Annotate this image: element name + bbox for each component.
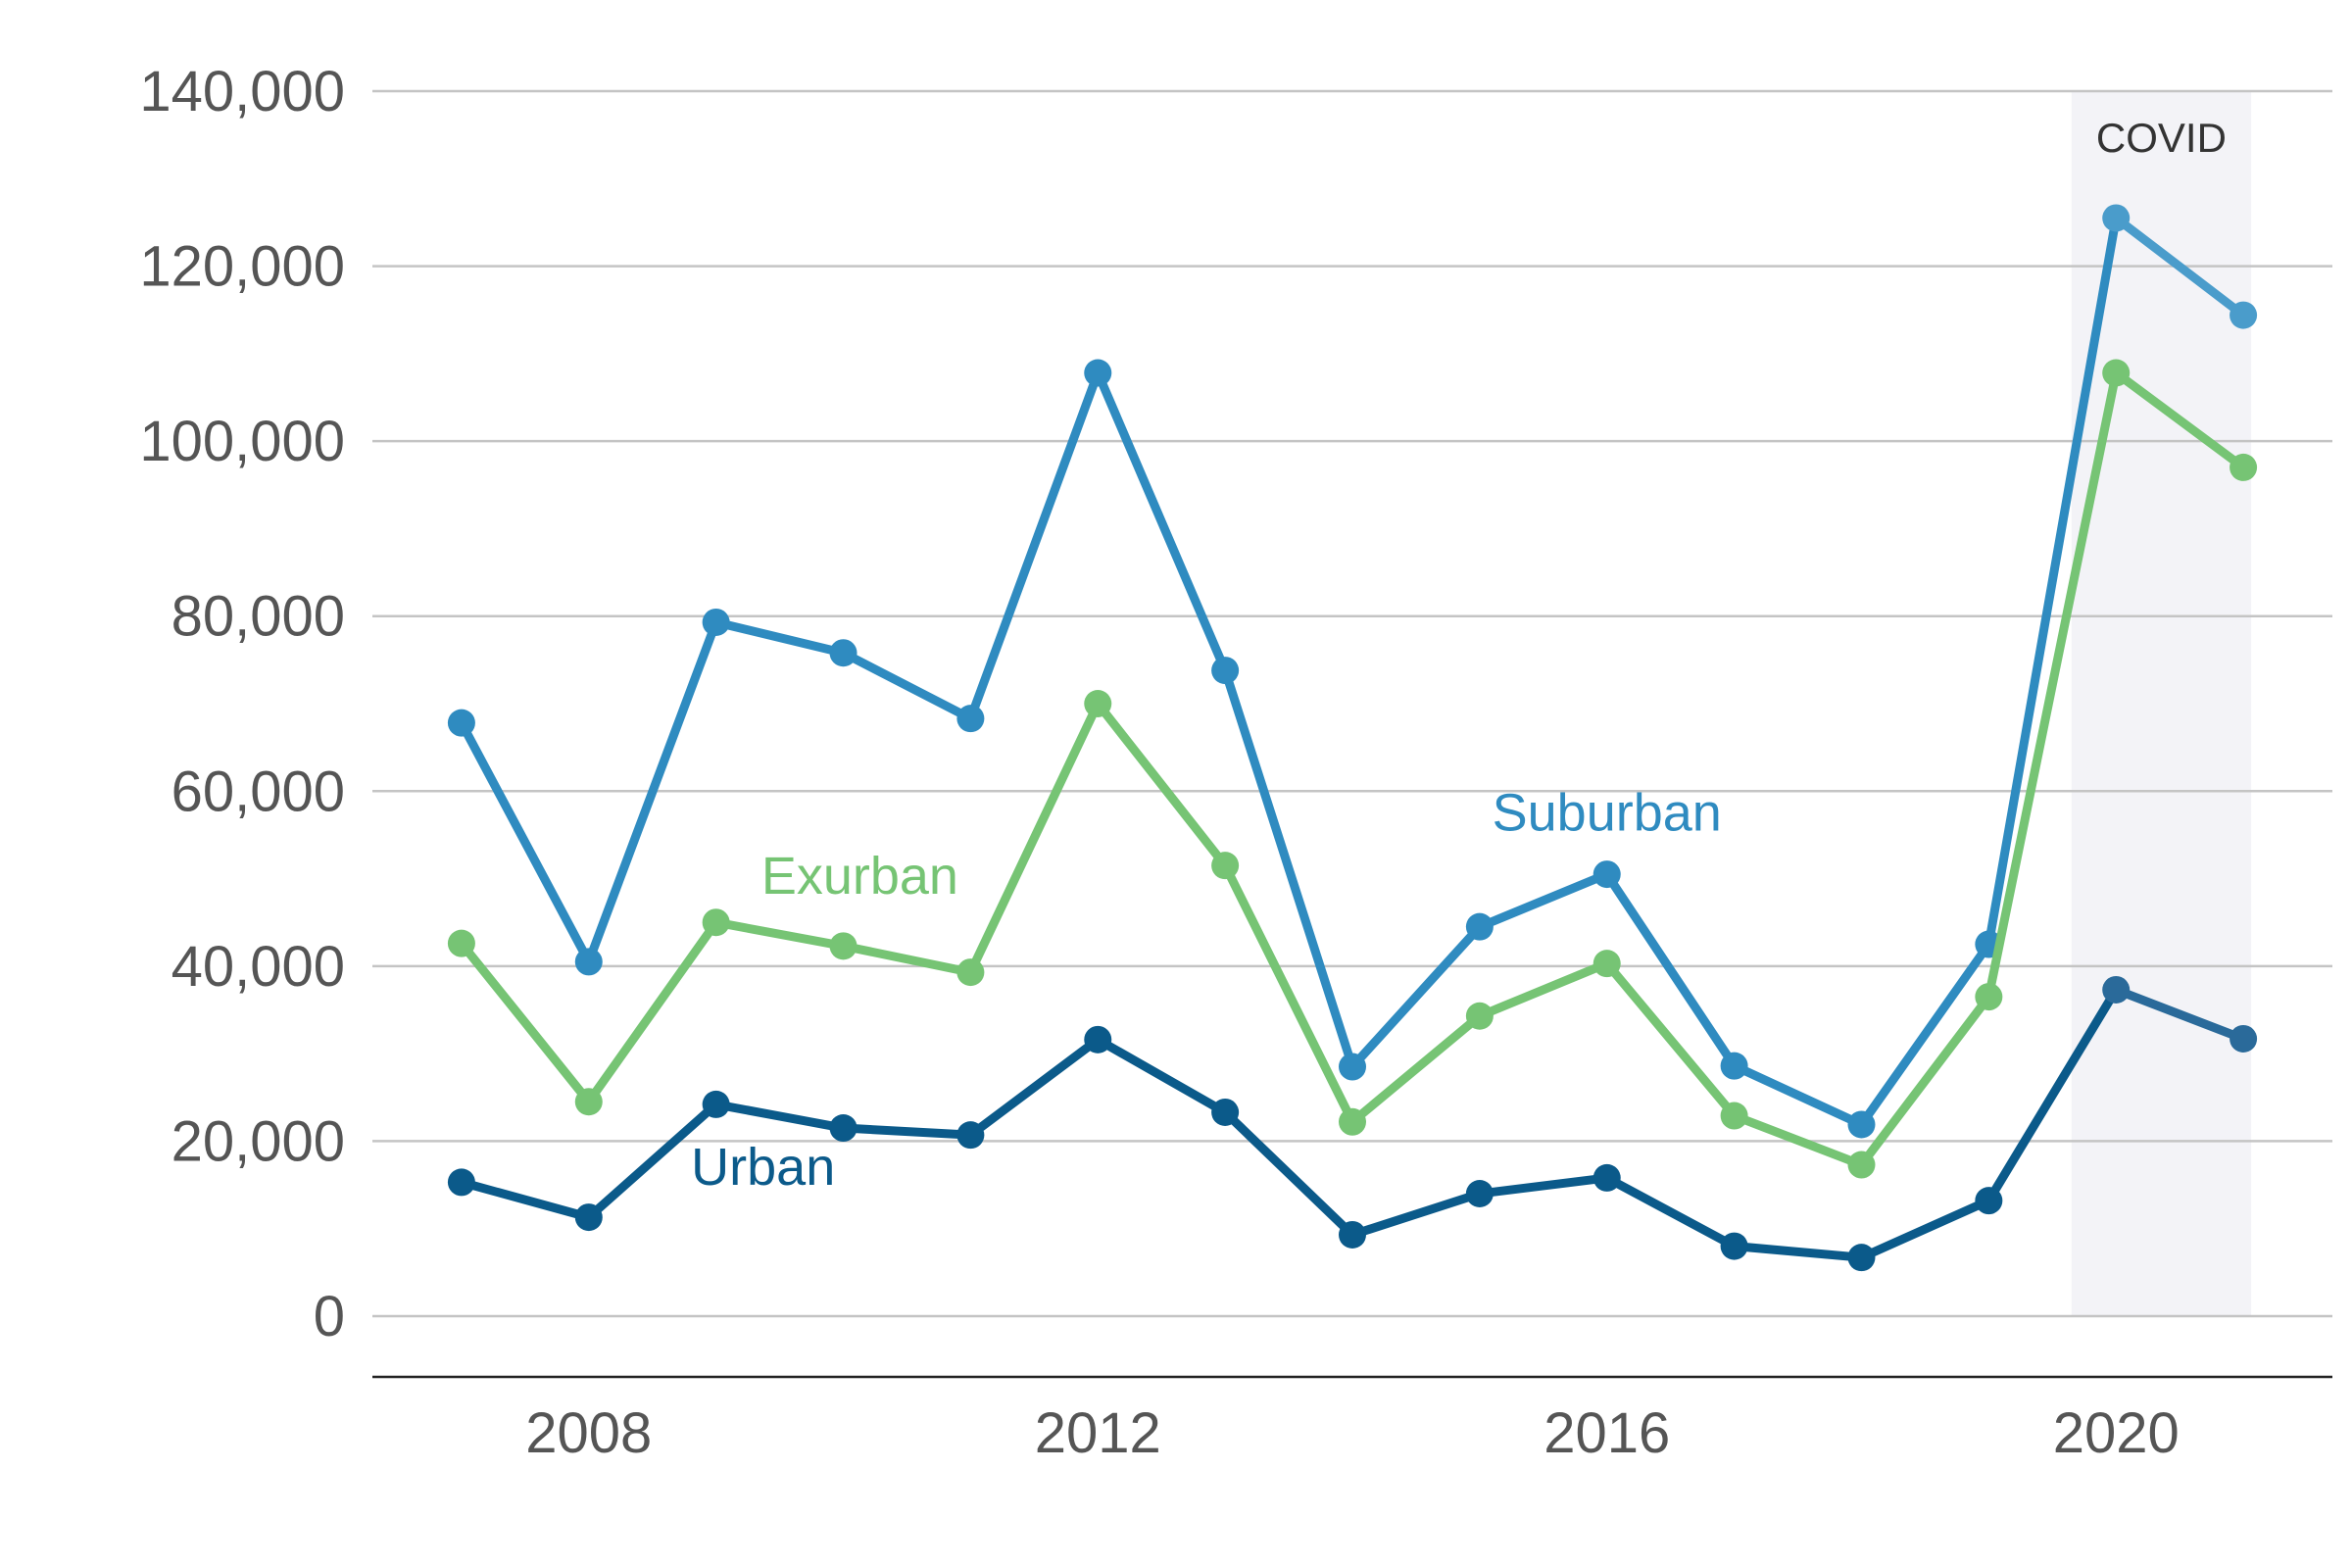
data-point-urban	[2230, 1024, 2258, 1053]
data-point-urban	[1465, 1180, 1494, 1207]
y-axis: 0 20,000 40,000 60,000 80,000 100,000 120,000 1…	[139, 60, 345, 1348]
data-point-suburban	[1084, 359, 1112, 387]
series-urban	[447, 975, 2258, 1272]
data-point-exurban	[1084, 690, 1112, 717]
data-point-suburban	[956, 705, 985, 733]
data-point-urban	[574, 1203, 603, 1232]
data-point-suburban	[1592, 860, 1621, 889]
data-point-urban	[1592, 1163, 1621, 1192]
data-point-suburban	[2230, 301, 2258, 329]
data-point-urban	[1975, 1187, 2003, 1215]
y-tick-label: 0	[314, 1285, 345, 1348]
series-label-exurban: Exurban	[761, 847, 958, 906]
x-axis: 2008 2012 2016 2020	[525, 1401, 2179, 1465]
series-line-suburban	[457, 213, 2121, 1129]
x-tick-label: 2016	[1544, 1401, 1670, 1465]
data-point-exurban	[2102, 359, 2131, 387]
y-tick-label: 60,000	[172, 760, 345, 823]
data-point-exurban	[1720, 1102, 1748, 1130]
series-labels: Suburban Exurban Urban	[691, 783, 1722, 1197]
y-tick-label: 40,000	[172, 935, 345, 999]
series-exurban	[447, 359, 2258, 1179]
data-point-urban	[447, 1168, 475, 1197]
data-point-urban	[1211, 1098, 1240, 1126]
data-point-exurban	[1465, 1002, 1494, 1030]
data-point-exurban	[1211, 852, 1240, 880]
data-point-exurban	[2230, 453, 2258, 481]
data-point-suburban	[1465, 912, 1494, 941]
covid-shaded-region: COVID	[2071, 91, 2252, 1316]
series-line-urban	[457, 985, 2121, 1262]
data-point-urban	[2102, 975, 2131, 1004]
series	[447, 204, 2258, 1272]
data-point-urban	[1847, 1244, 1876, 1272]
y-tick-label: 80,000	[172, 585, 345, 649]
data-point-exurban	[574, 1088, 603, 1116]
y-tick-label: 100,000	[139, 410, 345, 473]
gridlines	[372, 89, 2332, 1318]
data-point-urban	[1084, 1025, 1112, 1054]
y-tick-label: 20,000	[172, 1109, 345, 1173]
data-point-suburban	[702, 608, 730, 636]
series-line-covid-exurban	[2111, 368, 2248, 472]
data-point-suburban	[1339, 1053, 1366, 1081]
covid-label: COVID	[2096, 115, 2227, 161]
series-line-covid-urban	[2111, 985, 2248, 1044]
x-tick-label: 2012	[1035, 1401, 1161, 1465]
data-point-suburban	[829, 639, 858, 667]
covid-band	[2071, 91, 2252, 1316]
data-point-urban	[1720, 1232, 1748, 1260]
data-point-exurban	[702, 908, 730, 937]
data-point-exurban	[1847, 1151, 1876, 1179]
data-point-suburban	[1720, 1052, 1748, 1080]
data-point-urban	[702, 1090, 730, 1118]
data-point-exurban	[1592, 950, 1621, 978]
data-point-urban	[829, 1114, 858, 1143]
data-point-suburban	[2102, 204, 2131, 232]
x-tick-label: 2020	[2053, 1401, 2180, 1465]
series-line-exurban	[457, 368, 2121, 1170]
y-tick-label: 120,000	[139, 235, 345, 299]
data-point-suburban	[1847, 1110, 1876, 1139]
data-point-exurban	[447, 929, 475, 957]
data-point-suburban	[1211, 657, 1240, 685]
series-suburban	[447, 204, 2258, 1139]
data-point-suburban	[574, 948, 603, 976]
y-tick-label: 140,000	[139, 60, 345, 123]
data-point-exurban	[1975, 983, 2003, 1011]
data-point-suburban	[447, 709, 475, 737]
data-point-exurban	[829, 932, 858, 960]
x-tick-label: 2008	[525, 1401, 652, 1465]
data-point-exurban	[956, 958, 985, 987]
series-label-urban: Urban	[691, 1138, 835, 1197]
data-point-exurban	[1339, 1107, 1366, 1136]
series-label-suburban: Suburban	[1493, 783, 1722, 842]
data-point-urban	[956, 1121, 985, 1150]
data-point-urban	[1339, 1220, 1366, 1249]
series-line-covid-suburban	[2111, 213, 2248, 320]
